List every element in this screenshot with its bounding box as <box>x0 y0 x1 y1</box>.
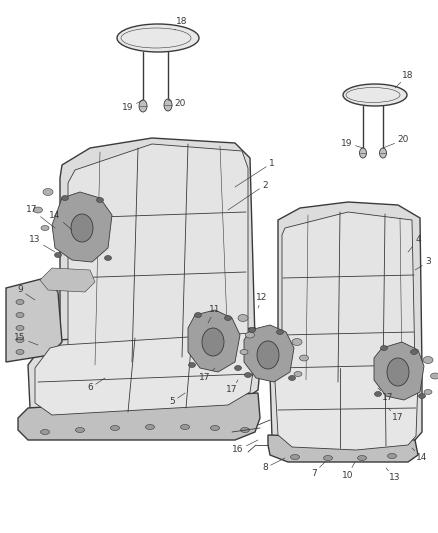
Ellipse shape <box>61 196 68 200</box>
Text: 9: 9 <box>17 286 35 300</box>
Polygon shape <box>275 365 418 450</box>
Ellipse shape <box>248 327 255 333</box>
Ellipse shape <box>16 326 24 330</box>
Ellipse shape <box>374 392 381 397</box>
Text: 4: 4 <box>408 236 421 252</box>
Polygon shape <box>18 393 260 440</box>
Ellipse shape <box>75 427 85 432</box>
Polygon shape <box>28 328 262 420</box>
Text: 5: 5 <box>169 393 185 407</box>
Text: 15: 15 <box>14 334 38 345</box>
Ellipse shape <box>418 393 425 399</box>
Ellipse shape <box>194 312 201 318</box>
Text: 20: 20 <box>383 135 409 148</box>
Ellipse shape <box>202 328 224 356</box>
Polygon shape <box>68 144 248 365</box>
Text: 18: 18 <box>175 18 188 30</box>
Text: 1: 1 <box>235 158 275 187</box>
Text: 6: 6 <box>87 378 105 392</box>
Text: 14: 14 <box>412 448 427 463</box>
Ellipse shape <box>225 316 232 320</box>
Ellipse shape <box>292 338 302 345</box>
Ellipse shape <box>423 357 433 364</box>
Ellipse shape <box>16 337 24 343</box>
Ellipse shape <box>238 314 248 321</box>
Text: 3: 3 <box>415 257 431 270</box>
Ellipse shape <box>240 427 250 432</box>
Ellipse shape <box>294 372 302 376</box>
Ellipse shape <box>290 455 300 459</box>
Ellipse shape <box>40 430 49 434</box>
Ellipse shape <box>188 362 195 367</box>
Text: 16: 16 <box>232 440 258 455</box>
Ellipse shape <box>110 425 120 431</box>
Ellipse shape <box>211 425 219 431</box>
Text: 13: 13 <box>29 236 55 252</box>
Ellipse shape <box>300 355 308 361</box>
Polygon shape <box>374 342 424 400</box>
Polygon shape <box>268 435 418 462</box>
Text: 19: 19 <box>341 139 363 148</box>
Ellipse shape <box>164 99 172 111</box>
Polygon shape <box>40 268 95 292</box>
Polygon shape <box>270 350 422 455</box>
Ellipse shape <box>357 456 367 461</box>
Ellipse shape <box>234 366 241 370</box>
Text: 11: 11 <box>208 305 221 323</box>
Text: 18: 18 <box>395 70 414 88</box>
Ellipse shape <box>379 148 386 158</box>
Ellipse shape <box>145 424 155 430</box>
Ellipse shape <box>343 84 407 106</box>
Polygon shape <box>282 212 415 382</box>
Text: 17: 17 <box>378 388 394 402</box>
Polygon shape <box>52 192 112 262</box>
Text: 2: 2 <box>228 181 268 210</box>
Ellipse shape <box>289 376 296 381</box>
Ellipse shape <box>43 189 53 196</box>
Text: 10: 10 <box>342 462 355 480</box>
Ellipse shape <box>276 329 283 335</box>
Text: 17: 17 <box>26 206 55 228</box>
Ellipse shape <box>105 255 112 261</box>
Ellipse shape <box>117 24 199 52</box>
Ellipse shape <box>244 373 251 377</box>
Ellipse shape <box>410 350 417 354</box>
Ellipse shape <box>41 225 49 230</box>
Polygon shape <box>278 202 422 388</box>
Ellipse shape <box>424 390 432 394</box>
Text: 12: 12 <box>256 294 268 308</box>
Text: 17: 17 <box>388 408 404 423</box>
Ellipse shape <box>387 358 409 386</box>
Ellipse shape <box>240 350 248 354</box>
Ellipse shape <box>33 207 42 213</box>
Ellipse shape <box>431 373 438 379</box>
Ellipse shape <box>54 253 61 257</box>
Ellipse shape <box>16 300 24 304</box>
Ellipse shape <box>96 198 103 203</box>
Polygon shape <box>244 325 294 382</box>
Ellipse shape <box>16 350 24 354</box>
Ellipse shape <box>139 100 147 112</box>
Ellipse shape <box>360 148 367 158</box>
Ellipse shape <box>16 312 24 318</box>
Text: 19: 19 <box>122 100 143 112</box>
Text: 7: 7 <box>311 462 325 478</box>
Text: 17: 17 <box>226 380 238 394</box>
Ellipse shape <box>180 424 190 430</box>
Text: 8: 8 <box>262 458 285 472</box>
Text: 14: 14 <box>49 211 72 230</box>
Text: 17: 17 <box>199 368 215 383</box>
Ellipse shape <box>381 345 388 351</box>
Polygon shape <box>188 310 240 372</box>
Text: 20: 20 <box>168 100 186 109</box>
Ellipse shape <box>388 454 396 458</box>
Polygon shape <box>6 278 62 362</box>
Polygon shape <box>60 138 255 372</box>
Ellipse shape <box>71 214 93 242</box>
Ellipse shape <box>246 332 254 338</box>
Ellipse shape <box>324 456 332 461</box>
Text: 13: 13 <box>386 468 401 482</box>
Polygon shape <box>35 333 256 415</box>
Ellipse shape <box>257 341 279 369</box>
